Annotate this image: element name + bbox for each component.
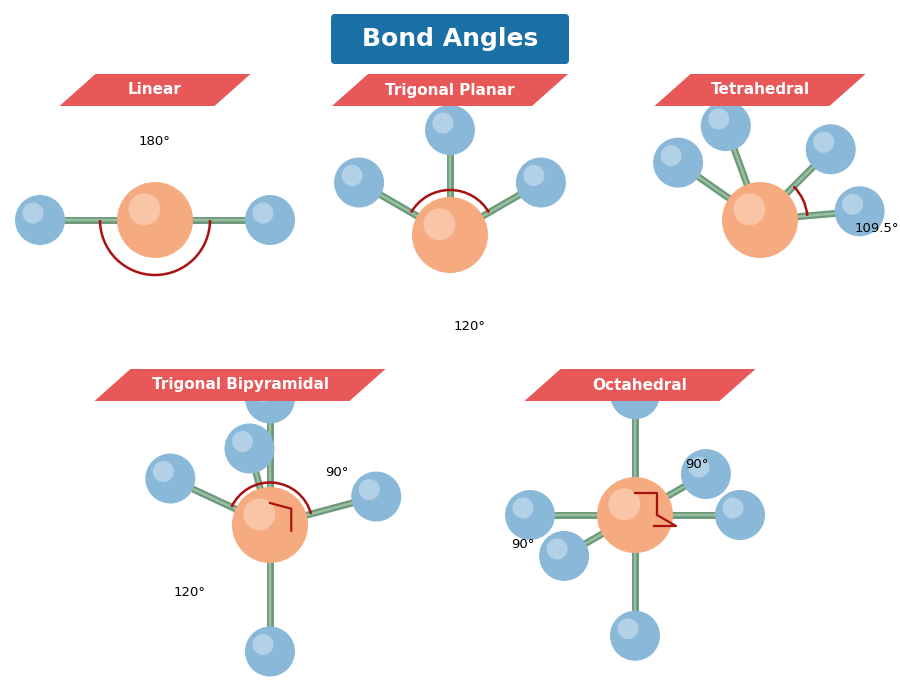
Circle shape [224, 424, 274, 473]
Circle shape [715, 490, 765, 540]
Circle shape [653, 137, 703, 188]
Circle shape [681, 449, 731, 499]
Circle shape [153, 461, 174, 482]
Circle shape [425, 105, 475, 155]
Circle shape [245, 195, 295, 245]
Circle shape [701, 101, 751, 151]
Polygon shape [654, 74, 866, 106]
Circle shape [708, 109, 729, 129]
Circle shape [539, 531, 590, 581]
Circle shape [253, 381, 274, 402]
Circle shape [610, 369, 660, 420]
Circle shape [617, 618, 638, 639]
Circle shape [661, 145, 681, 166]
Circle shape [512, 498, 534, 518]
Circle shape [243, 498, 275, 530]
Circle shape [232, 431, 253, 452]
Circle shape [145, 454, 195, 503]
Circle shape [351, 471, 401, 522]
Circle shape [334, 158, 384, 207]
Circle shape [253, 203, 274, 224]
Circle shape [516, 158, 566, 207]
Circle shape [359, 479, 380, 500]
Polygon shape [59, 74, 250, 106]
Circle shape [253, 634, 274, 655]
Circle shape [22, 203, 43, 224]
Circle shape [505, 490, 555, 540]
Text: 90°: 90° [511, 539, 535, 551]
Text: Bond Angles: Bond Angles [362, 27, 538, 51]
Polygon shape [525, 369, 755, 401]
Text: Trigonal Planar: Trigonal Planar [385, 82, 515, 97]
Circle shape [842, 194, 863, 215]
Circle shape [723, 498, 743, 518]
Circle shape [245, 626, 295, 677]
Text: 90°: 90° [685, 458, 708, 471]
Circle shape [722, 182, 798, 258]
Circle shape [814, 132, 834, 153]
FancyBboxPatch shape [331, 14, 569, 64]
Circle shape [734, 193, 765, 225]
Polygon shape [332, 74, 568, 106]
Circle shape [117, 182, 193, 258]
Circle shape [608, 488, 640, 520]
Circle shape [688, 456, 709, 477]
Circle shape [546, 539, 568, 560]
Circle shape [597, 477, 673, 553]
Circle shape [129, 193, 160, 225]
Text: Octahedral: Octahedral [592, 377, 688, 392]
Circle shape [610, 611, 660, 661]
Text: 90°: 90° [325, 466, 348, 479]
Circle shape [617, 377, 638, 398]
Circle shape [524, 165, 544, 186]
Polygon shape [94, 369, 385, 401]
Text: 180°: 180° [140, 135, 171, 148]
Circle shape [806, 124, 856, 174]
Circle shape [342, 165, 363, 186]
Circle shape [232, 487, 308, 563]
Circle shape [412, 197, 488, 273]
Circle shape [433, 112, 454, 133]
Text: Tetrahedral: Tetrahedral [710, 82, 810, 97]
Circle shape [834, 186, 885, 236]
Text: 120°: 120° [174, 586, 206, 600]
Text: 109.5°: 109.5° [855, 222, 899, 235]
Text: Trigonal Bipyramidal: Trigonal Bipyramidal [151, 377, 328, 392]
Circle shape [245, 373, 295, 424]
Circle shape [423, 208, 455, 240]
Text: Linear: Linear [128, 82, 182, 97]
Circle shape [15, 195, 65, 245]
Text: 120°: 120° [454, 320, 486, 333]
